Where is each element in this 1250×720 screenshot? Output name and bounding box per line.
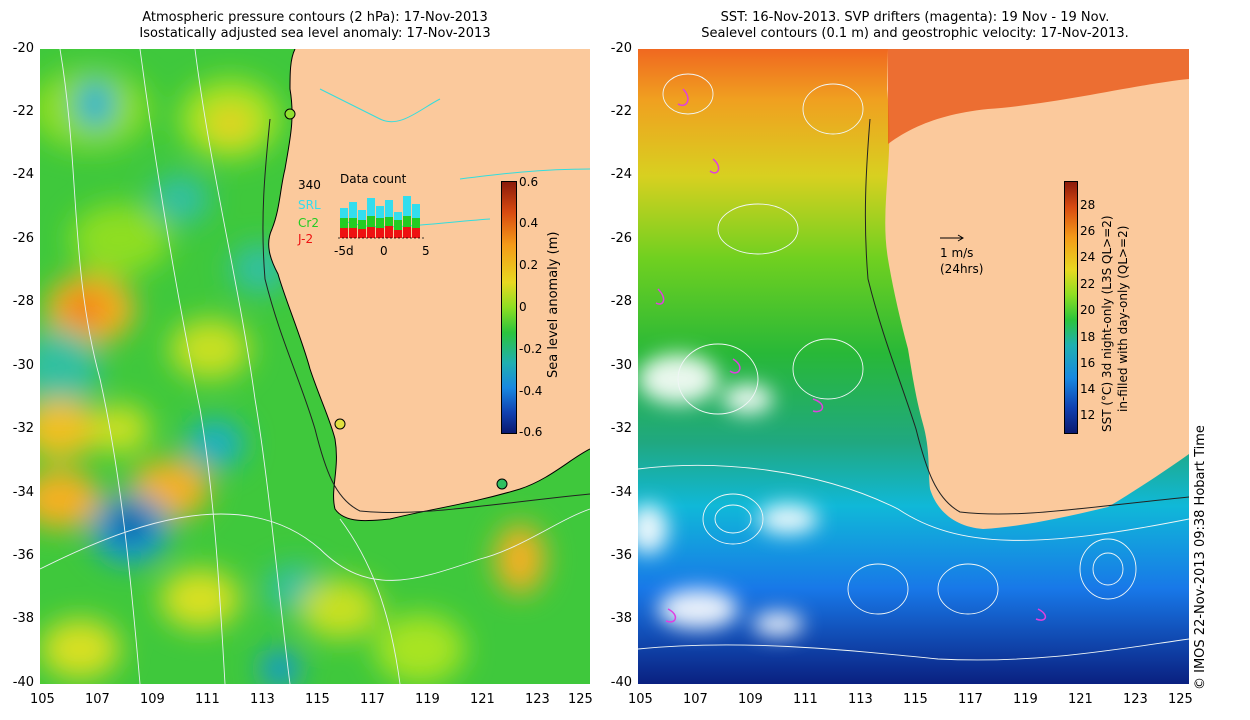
- right-xtick-0: 105: [628, 692, 653, 707]
- velocity-scale-label2: (24hrs): [940, 262, 984, 276]
- left-ytick-7: -34: [12, 485, 34, 500]
- right-ytick-7: -34: [610, 485, 632, 500]
- sea-level-map-graphic: [40, 49, 590, 684]
- right-xtick-4: 113: [848, 692, 873, 707]
- right-ytick-9: -38: [610, 611, 632, 626]
- right-ytick-5: -30: [610, 358, 632, 373]
- left-ytick-3: -26: [12, 231, 34, 246]
- right-xtick-2: 109: [738, 692, 763, 707]
- sst-tick-1: 26: [1080, 224, 1096, 238]
- data-count-inset: 340 Data count SRL Cr2 J-2 -5d 0 5: [298, 172, 438, 262]
- copyright-label: © IMOS 22-Nov-2013 09:38 Hobart Time: [1193, 425, 1208, 690]
- right-xtick-10: 125: [1168, 692, 1193, 707]
- sst-tick-6: 16: [1080, 356, 1096, 370]
- left-xtick-0: 105: [30, 692, 55, 707]
- slc-tick-4: -0.2: [519, 342, 543, 356]
- sst-colorbar-label-line1: SST (°C) 3d night-only (L3S QL>=2): [1100, 215, 1114, 432]
- left-ytick-5: -30: [12, 358, 34, 373]
- left-ytick-1: -22: [12, 104, 34, 119]
- inset-xtick-0: 0: [380, 244, 388, 258]
- sea-level-colorbar-label: Sea level anomaly (m): [546, 231, 561, 378]
- right-ytick-2: -24: [610, 167, 632, 182]
- inset-xtick-5: 5: [422, 244, 430, 258]
- inset-bars: [338, 196, 424, 239]
- sst-map-graphic: [638, 49, 1189, 684]
- sst-colorbar: [1064, 181, 1078, 434]
- sst-colorbar-label-line2: in-filled with day-only (QL>=2): [1116, 225, 1130, 412]
- right-ytick-8: -36: [610, 548, 632, 563]
- right-xtick-7: 119: [1013, 692, 1038, 707]
- left-xtick-3: 111: [195, 692, 220, 707]
- right-xtick-1: 107: [683, 692, 708, 707]
- sst-tick-4: 20: [1080, 303, 1096, 317]
- right-title: SST: 16-Nov-2013. SVP drifters (magenta)…: [640, 10, 1190, 42]
- sst-tick-5: 18: [1080, 330, 1096, 344]
- sea-level-map: [40, 49, 590, 684]
- slc-tick-1: 0.4: [519, 216, 539, 230]
- inset-legend-cr2: Cr2: [298, 216, 319, 230]
- sst-tick-8: 12: [1080, 408, 1096, 422]
- right-xtick-9: 123: [1123, 692, 1148, 707]
- left-xtick-9: 123: [525, 692, 550, 707]
- left-xtick-1: 107: [85, 692, 110, 707]
- sst-tick-2: 24: [1080, 250, 1096, 264]
- sst-map: [638, 49, 1189, 684]
- right-ytick-10: -40: [610, 675, 632, 690]
- left-xtick-7: 119: [415, 692, 440, 707]
- slc-tick-2: 0.2: [519, 258, 539, 272]
- left-title-line2: Isostatically adjusted sea level anomaly…: [139, 26, 491, 41]
- left-ytick-8: -36: [12, 548, 34, 563]
- inset-xtick-neg5: -5d: [334, 244, 354, 258]
- left-xtick-10: 125: [568, 692, 593, 707]
- left-ytick-4: -28: [12, 294, 34, 309]
- slc-tick-0: 0.6: [519, 175, 539, 189]
- velocity-scale-label1: 1 m/s: [940, 246, 974, 260]
- right-title-line2: Sealevel contours (0.1 m) and geostrophi…: [701, 26, 1129, 41]
- right-title-line1: SST: 16-Nov-2013. SVP drifters (magenta)…: [720, 10, 1110, 25]
- left-xtick-4: 113: [250, 692, 275, 707]
- sst-tick-3: 22: [1080, 277, 1096, 291]
- sst-tick-7: 14: [1080, 382, 1096, 396]
- left-ytick-0: -20: [12, 41, 34, 56]
- slc-tick-3: 0: [519, 300, 527, 314]
- inset-legend-srl: SRL: [298, 198, 321, 212]
- right-ytick-4: -28: [610, 294, 632, 309]
- left-ytick-10: -40: [12, 675, 34, 690]
- right-ytick-3: -26: [610, 231, 632, 246]
- left-title-line1: Atmospheric pressure contours (2 hPa): 1…: [142, 10, 488, 25]
- inset-max-count: 340: [298, 178, 321, 192]
- left-ytick-9: -38: [12, 611, 34, 626]
- left-xtick-6: 117: [360, 692, 385, 707]
- left-xtick-2: 109: [140, 692, 165, 707]
- inset-title: Data count: [340, 172, 407, 186]
- inset-legend-j2: J-2: [298, 232, 314, 246]
- sst-tick-0: 28: [1080, 198, 1096, 212]
- slc-tick-6: -0.6: [519, 425, 543, 439]
- left-ytick-2: -24: [12, 167, 34, 182]
- right-xtick-3: 111: [793, 692, 818, 707]
- right-ytick-0: -20: [610, 41, 632, 56]
- left-title: Atmospheric pressure contours (2 hPa): 1…: [40, 10, 590, 42]
- left-ytick-6: -32: [12, 421, 34, 436]
- left-xtick-8: 121: [470, 692, 495, 707]
- sea-level-colorbar: [501, 181, 517, 434]
- right-xtick-6: 117: [958, 692, 983, 707]
- right-ytick-6: -32: [610, 421, 632, 436]
- left-xtick-5: 115: [305, 692, 330, 707]
- slc-tick-5: -0.4: [519, 384, 543, 398]
- right-xtick-5: 115: [903, 692, 928, 707]
- right-xtick-8: 121: [1068, 692, 1093, 707]
- right-ytick-1: -22: [610, 104, 632, 119]
